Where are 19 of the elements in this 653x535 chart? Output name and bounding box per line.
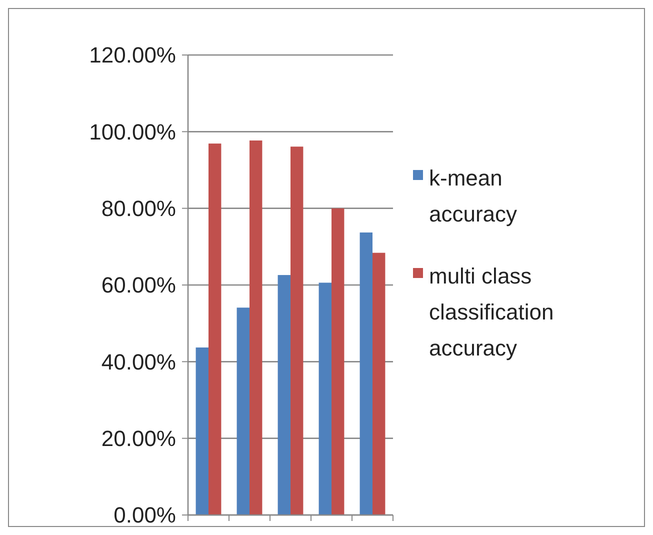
y-tick-label: 80.00% — [101, 196, 176, 222]
y-tick-label: 0.00% — [114, 502, 176, 528]
y-tick-label: 20.00% — [101, 426, 176, 452]
bar — [196, 347, 208, 515]
bar — [236, 308, 250, 515]
legend-label: multi class classification accuracy — [429, 264, 554, 361]
bar — [290, 146, 304, 515]
bar — [360, 232, 372, 515]
bar — [372, 252, 386, 515]
legend-label: k-mean accuracy — [429, 166, 518, 227]
bar — [208, 144, 222, 515]
bar — [318, 282, 332, 515]
bar — [332, 208, 344, 515]
y-tick-label: 120.00% — [89, 42, 176, 68]
y-tick-label: 40.00% — [101, 349, 176, 374]
y-tick-label: 60.00% — [101, 272, 176, 298]
y-tick-label: 100.00% — [89, 119, 176, 144]
bar — [250, 140, 262, 515]
bar — [278, 275, 290, 515]
